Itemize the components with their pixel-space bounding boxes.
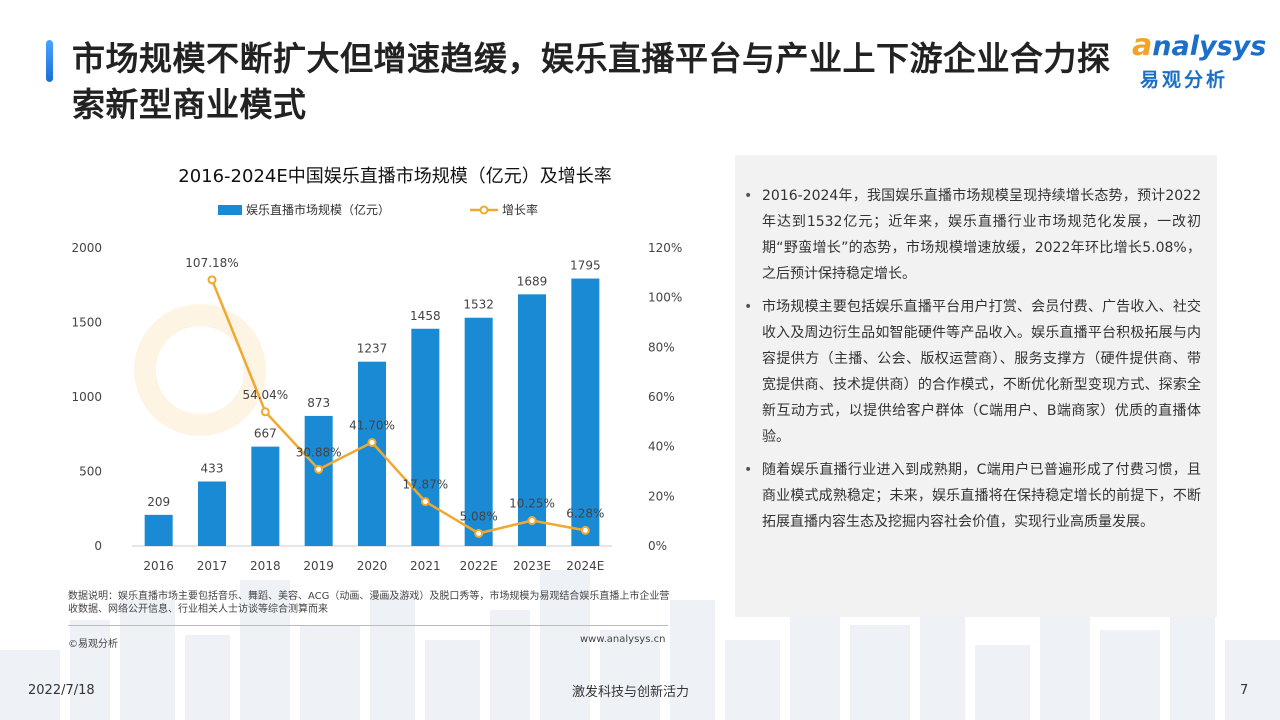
- bar: [518, 294, 546, 546]
- growth-rate-point: [314, 464, 324, 474]
- y-left-tick-label: 2000: [71, 241, 102, 255]
- chart-title: 2016-2024E中国娱乐直播市场规模（亿元）及增长率: [178, 166, 612, 187]
- x-tick-label: 2019: [303, 559, 334, 573]
- growth-rate-point: [580, 525, 590, 535]
- bar-value-label: 873: [307, 396, 330, 410]
- y-left-tick-label: 500: [79, 465, 102, 479]
- bar-value-label: 433: [201, 461, 224, 475]
- bar-value-label: 667: [254, 427, 277, 441]
- y-right-tick-label: 0%: [648, 539, 667, 553]
- chart-legend: 娱乐直播市场规模（亿元） 增长率: [218, 202, 538, 217]
- legend-line-marker: [479, 205, 489, 215]
- growth-rate-point: [527, 516, 537, 526]
- growth-rate-label: 6.28%: [566, 506, 604, 520]
- bar: [304, 415, 333, 546]
- insight-bullet: 随着娱乐直播行业进入到成熟期，C端用户已普遍形成了付费习惯，且商业模式成熟稳定；…: [744, 457, 1201, 535]
- growth-rate-label: 107.18%: [185, 256, 238, 270]
- data-note: 数据说明：娱乐直播市场主要包括音乐、舞蹈、美容、ACG（动画、漫画及游戏）及脱口…: [68, 591, 670, 615]
- insight-bullet: 2016-2024年，我国娱乐直播市场规模呈现持续增长态势，预计2022年达到1…: [744, 183, 1201, 287]
- note-divider: [68, 625, 668, 626]
- growth-rate-point: [367, 437, 377, 447]
- bar-value-label: 1532: [463, 298, 494, 312]
- growth-rate-label: 10.25%: [509, 497, 555, 511]
- x-tick-label: 2020: [357, 559, 388, 573]
- x-tick-label: 2024E: [566, 559, 604, 573]
- bar: [464, 317, 493, 546]
- growth-rate-label: 41.70%: [349, 418, 395, 432]
- city-skyline-background: [0, 570, 1280, 720]
- insight-panel: 2016-2024年，我国娱乐直播市场规模呈现持续增长态势，预计2022年达到1…: [735, 155, 1217, 617]
- growth-rate-label: 5.08%: [460, 509, 498, 523]
- y-left-tick-label: 1000: [71, 390, 102, 404]
- growth-rate-label: 30.88%: [296, 445, 342, 459]
- insight-bullet: 市场规模主要包括娱乐直播平台用户打赏、会员付费、广告收入、社交收入及周边衍生品如…: [744, 294, 1201, 450]
- y-right-tick-label: 40%: [648, 440, 675, 454]
- logo-wordmark: analysys: [1132, 28, 1267, 63]
- growth-rate-label: 17.87%: [402, 478, 448, 492]
- y-axis-right: 0% 20% 40% 60% 80% 100% 120%: [648, 241, 682, 553]
- y-left-tick-label: 0: [94, 539, 102, 553]
- analysys-watermark: [134, 304, 266, 436]
- x-tick-label: 2022E: [460, 559, 498, 573]
- legend-line-label: 增长率: [502, 202, 538, 217]
- growth-rate-point: [420, 497, 430, 507]
- bar-series: [144, 278, 600, 546]
- x-tick-label: 2023E: [513, 559, 551, 573]
- growth-rate-point: [207, 275, 217, 285]
- x-tick-label: 2016: [143, 559, 174, 573]
- growth-rate-polyline: [210, 279, 586, 535]
- title-accent-bar: [46, 40, 53, 82]
- x-tick-label: 2017: [197, 559, 228, 573]
- insight-list: 2016-2024年，我国娱乐直播市场规模呈现持续增长态势，预计2022年达到1…: [735, 155, 1217, 535]
- analysys-logo: analysys 易观分析: [1132, 28, 1266, 98]
- y-right-tick-label: 60%: [648, 390, 675, 404]
- page-title: 市场规模不断扩大但增速趋缓，娱乐直播平台与产业上下游企业合力探索新型商业模式: [72, 39, 1111, 124]
- bar-value-label: 209: [147, 495, 170, 509]
- bar: [571, 278, 600, 546]
- bar-value-labels: 209 433 667 873 1237 1458 1532 1689 1795: [147, 259, 600, 509]
- growth-rate-label: 54.04%: [242, 388, 288, 402]
- legend-bar-swatch: [218, 205, 242, 215]
- growth-rate-point: [474, 528, 484, 538]
- x-tick-label: 2021: [410, 559, 441, 573]
- page-number: 7: [1240, 683, 1249, 698]
- bar: [411, 328, 440, 546]
- bar-value-label: 1689: [517, 274, 548, 288]
- source-url[interactable]: www.analysys.cn: [580, 634, 666, 645]
- footer-date: 2022/7/18: [28, 683, 95, 698]
- bar-value-label: 1237: [357, 342, 388, 356]
- market-size-chart: 娱乐直播市场规模（亿元） 增长率 0 500 1000 1500 2000 0% 20% 4…: [71, 202, 682, 573]
- growth-rate-point: [260, 407, 270, 417]
- bar: [198, 481, 226, 546]
- bar: [251, 446, 280, 546]
- growth-rate-labels: 107.18% 54.04% 30.88% 41.70% 17.87% 5.08% 10.2…: [185, 256, 604, 524]
- copyright-text: ©易观分析: [68, 639, 118, 650]
- x-axis-labels: 2016 2017 2018 2019 2020 2021 2022E 2023E 2024E: [143, 559, 604, 573]
- y-right-tick-label: 100%: [648, 291, 682, 305]
- x-tick-label: 2018: [250, 559, 281, 573]
- logo-chinese: 易观分析: [1140, 69, 1229, 91]
- y-right-tick-label: 20%: [648, 489, 675, 503]
- bar-value-label: 1795: [570, 259, 601, 273]
- y-right-tick-label: 120%: [648, 241, 682, 255]
- bar-value-label: 1458: [410, 309, 441, 323]
- y-left-tick-label: 1500: [71, 316, 102, 330]
- y-right-tick-label: 80%: [648, 340, 675, 354]
- legend-bar-label: 娱乐直播市场规模（亿元）: [246, 202, 390, 217]
- growth-rate-line: [207, 275, 590, 538]
- footer-slogan: 激发科技与创新活力: [572, 685, 690, 700]
- bar: [144, 514, 173, 546]
